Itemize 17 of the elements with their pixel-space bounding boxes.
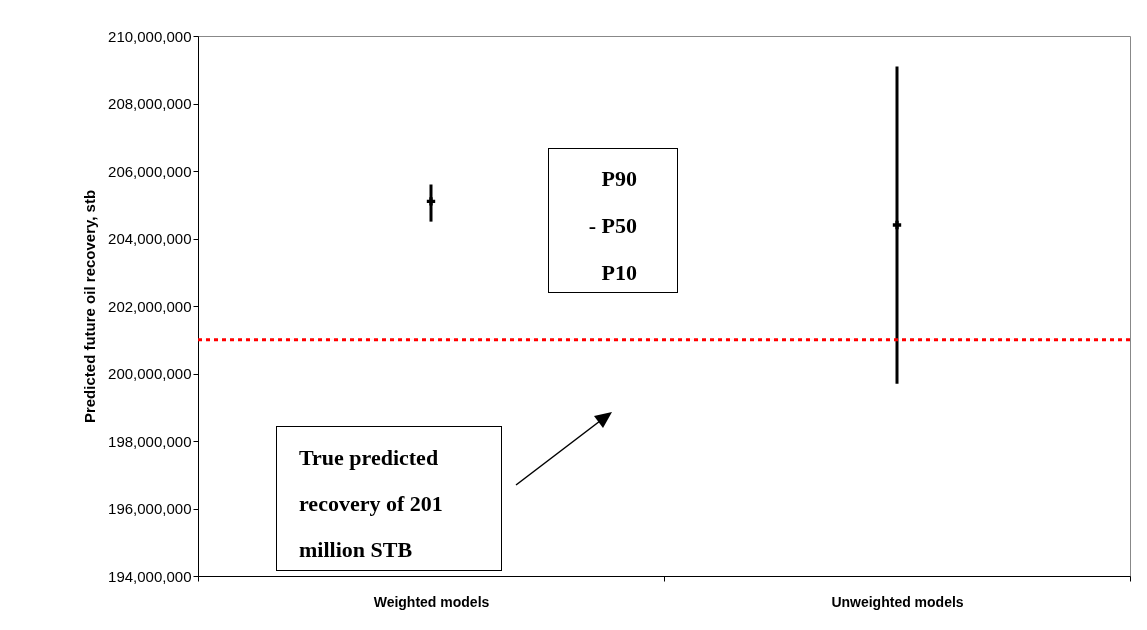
- text-box: True predicted recovery of 201 million STB: [276, 426, 502, 571]
- y-tick-label: 200,000,000: [108, 365, 192, 382]
- y-tick-label: 198,000,000: [108, 432, 192, 450]
- y-tick-label: 208,000,000: [108, 95, 192, 112]
- text-box: P90 - P50 P10: [548, 148, 678, 293]
- y-tick-label: 196,000,000: [108, 500, 192, 517]
- x-tick-label: Weighted models: [373, 593, 490, 610]
- x-tick-label: Unweighted models: [831, 593, 964, 610]
- y-axis-title: Predicted future oil recovery, stb: [81, 189, 99, 424]
- y-tick-label: 194,000,000: [108, 567, 192, 585]
- annotation: - P50: [587, 212, 638, 240]
- y-tick-label: 204,000,000: [108, 230, 192, 247]
- y-tick-label: 210,000,000: [108, 27, 192, 45]
- annotation: P90: [600, 165, 638, 193]
- y-tick-label: 202,000,000: [108, 297, 192, 315]
- y-tick-label: 206,000,000: [108, 162, 192, 180]
- annotation: P10: [600, 259, 638, 287]
